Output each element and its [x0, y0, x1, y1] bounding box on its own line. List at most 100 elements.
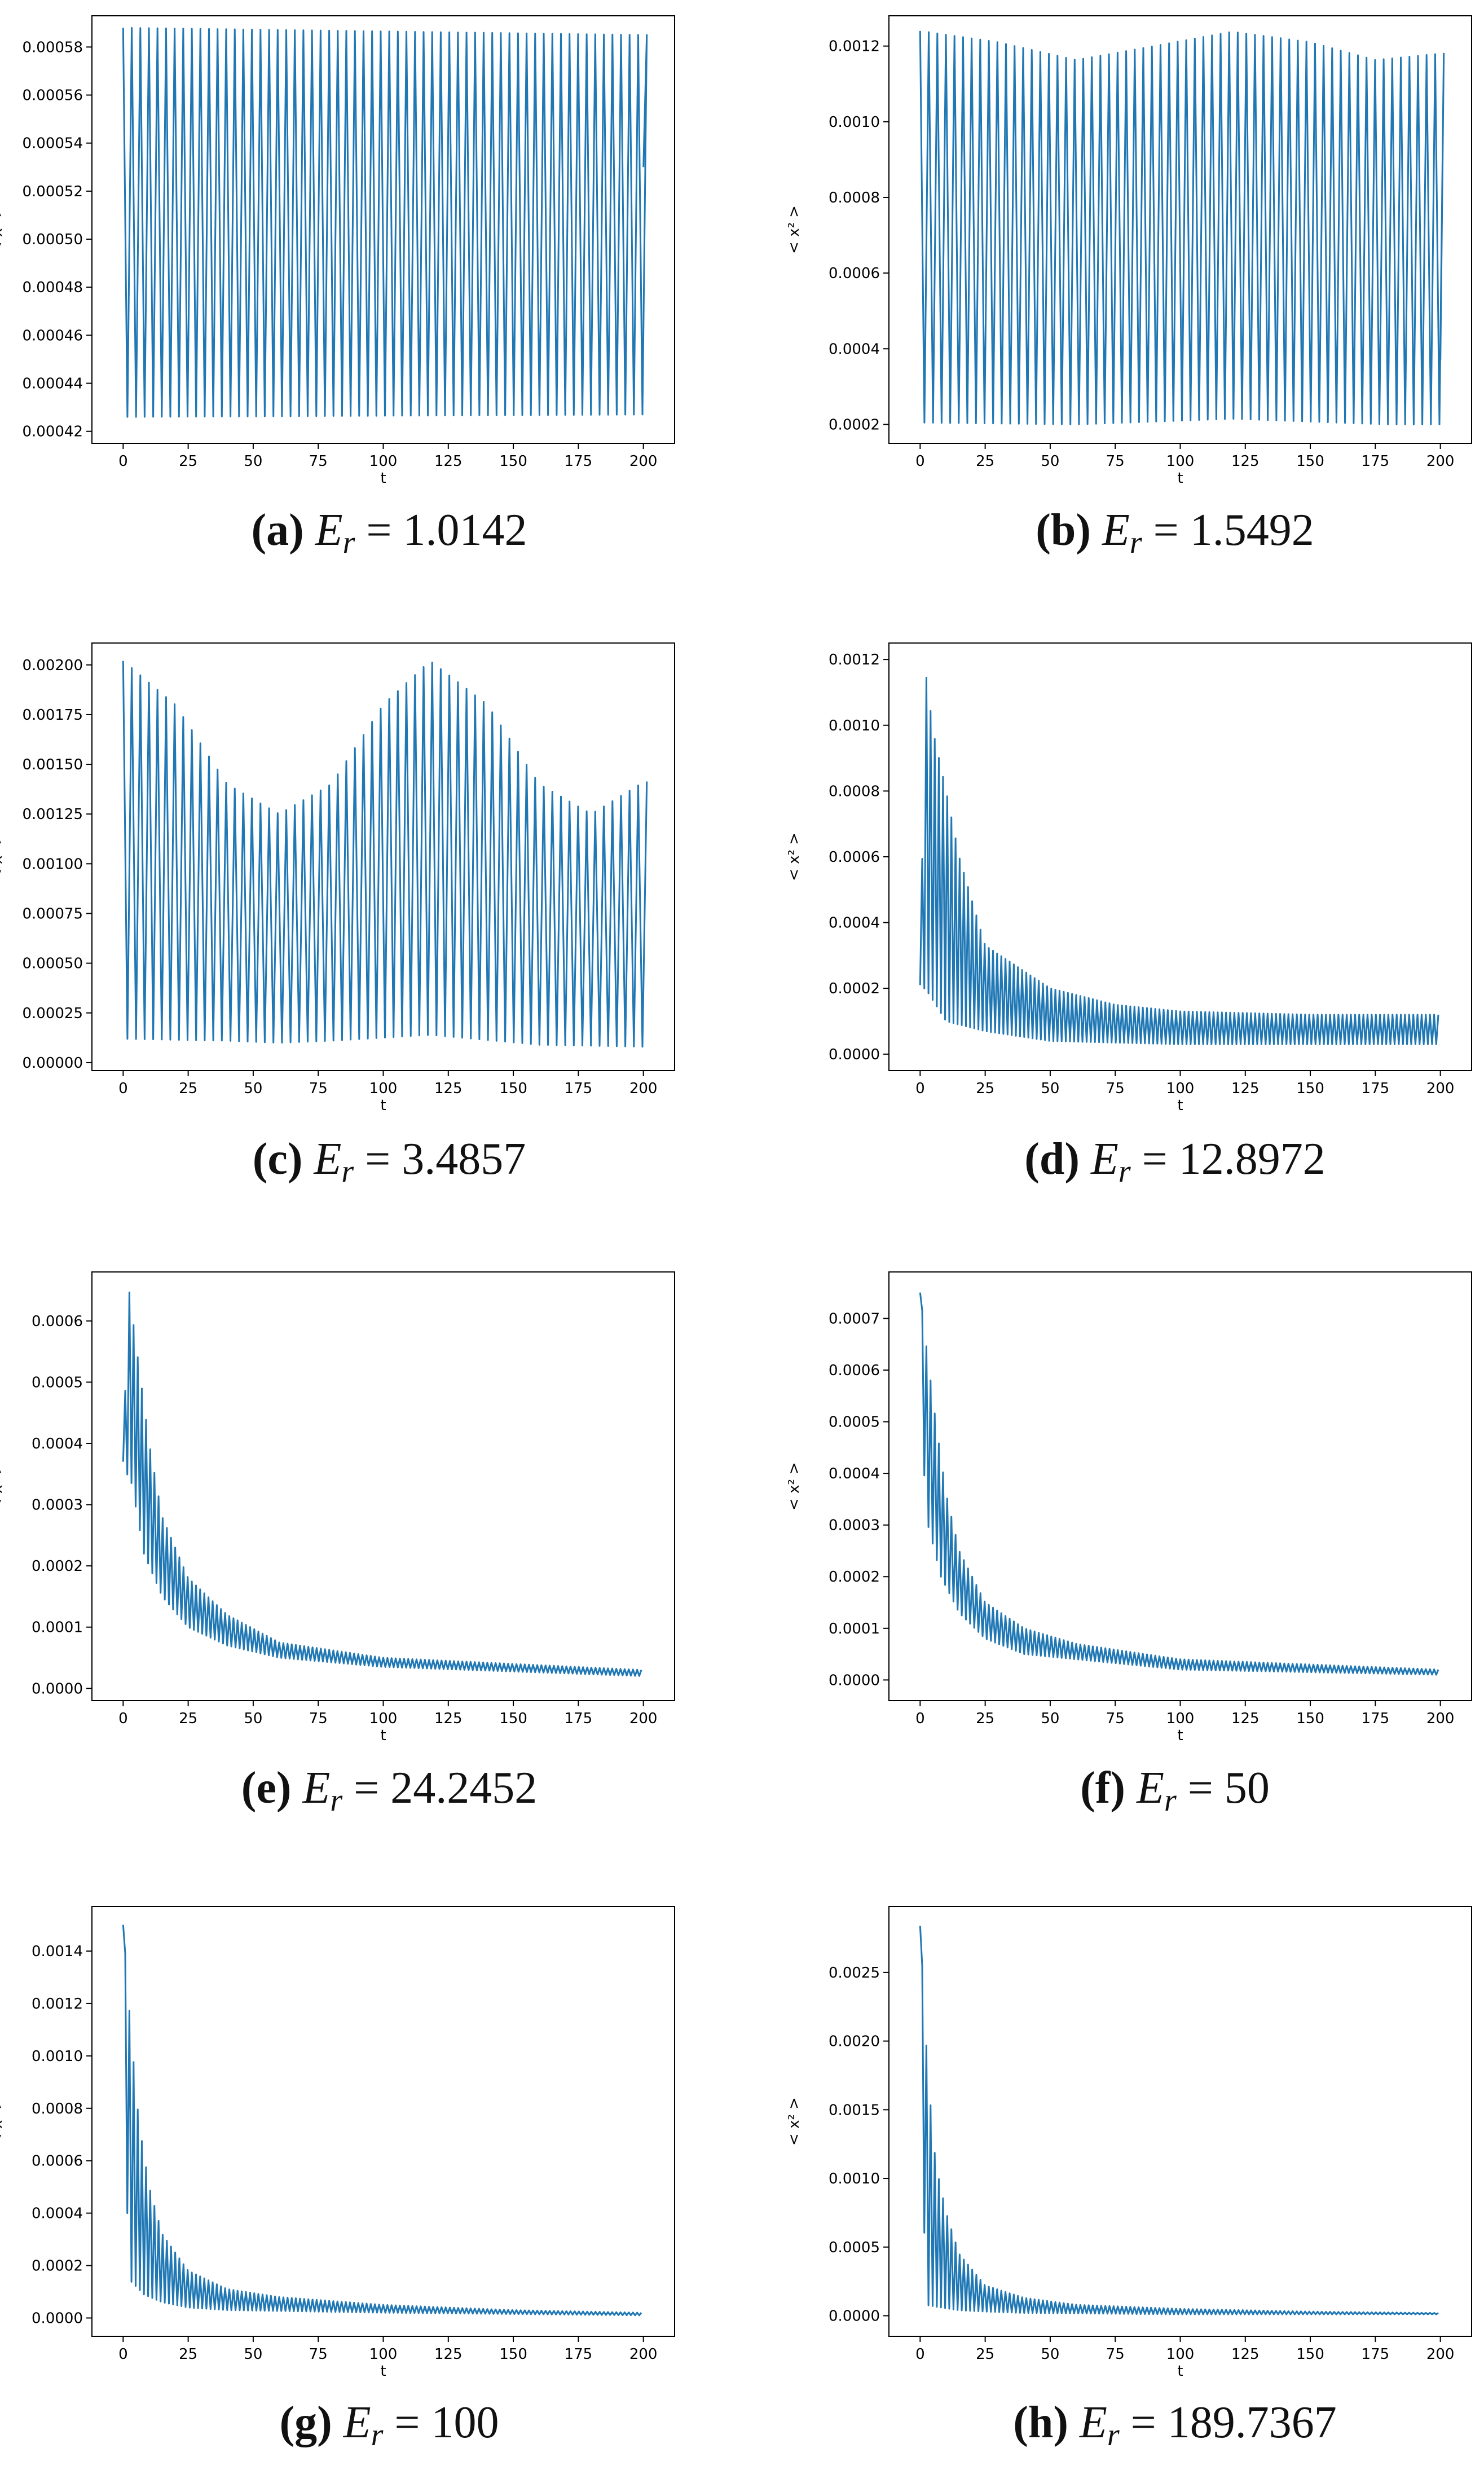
x-tick-label: 175 [565, 1080, 593, 1097]
x-tick-label: 150 [499, 2346, 527, 2363]
x-tick-label: 75 [309, 2346, 328, 2363]
x-tick-label: 100 [1166, 1080, 1195, 1097]
series-line [122, 1291, 642, 1677]
y-tick-label: 0.00150 [22, 756, 83, 773]
caption-param: E [315, 505, 343, 555]
y-axis-label: < x² > [786, 833, 803, 881]
x-tick-label: 25 [179, 1080, 197, 1097]
y-axis-label: < x² > [0, 833, 6, 881]
y-tick-label: 0.0004 [829, 1465, 880, 1482]
caption-param: E [1090, 1134, 1118, 1184]
y-axis-label: < x² > [0, 205, 6, 254]
x-tick-label: 125 [1231, 1080, 1260, 1097]
caption-value: = 1.5492 [1153, 505, 1314, 555]
x-tick-label: 100 [1166, 1710, 1195, 1727]
x-tick-label: 75 [309, 1710, 328, 1727]
caption-label: (f) [1080, 1763, 1126, 1813]
y-tick-label: 0.0000 [829, 2308, 880, 2324]
chart-panel-f: 0 25 50 75 100 125 150 175 200 0.0000 0.0001 0.0002… [786, 1271, 1472, 1744]
x-tick-label: 0 [915, 1080, 925, 1097]
x-tick-label: 25 [976, 1710, 994, 1727]
y-tick-label: 0.0003 [32, 1497, 83, 1514]
y-tick-label: 0.00056 [22, 87, 83, 104]
x-tick-label: 175 [1362, 1710, 1390, 1727]
x-tick-label: 0 [118, 1710, 128, 1727]
y-tick-label: 0.0000 [829, 1672, 880, 1689]
x-tick-label: 175 [1362, 2346, 1390, 2363]
x-tick-label: 0 [118, 453, 128, 470]
caption-value: = 50 [1187, 1763, 1270, 1813]
series-line [122, 1925, 642, 2317]
y-tick-label: 0.0012 [32, 1996, 83, 2013]
y-tick-label: 0.0010 [32, 2048, 83, 2065]
x-tick-label: 150 [499, 1710, 527, 1727]
x-tick-label: 0 [915, 2346, 925, 2363]
x-tick-label: 50 [244, 453, 262, 470]
y-tick-label: 0.00125 [22, 806, 83, 823]
y-tick-label: 0.0015 [829, 2102, 880, 2119]
y-tick-label: 0.0000 [829, 1046, 880, 1063]
x-tick-label: 50 [1041, 1710, 1059, 1727]
y-tick-label: 0.00000 [22, 1055, 83, 1072]
caption-param: E [343, 2398, 371, 2447]
caption-label: (h) [1013, 2398, 1068, 2447]
caption-label: (a) [251, 505, 304, 555]
x-tick-label: 125 [434, 2346, 463, 2363]
x-tick-label: 75 [1106, 1710, 1125, 1727]
y-tick-label: 0.00050 [22, 956, 83, 972]
y-tick-label: 0.0000 [32, 2310, 83, 2327]
y-tick-label: 0.0006 [829, 1362, 880, 1379]
caption-param: E [1102, 505, 1130, 555]
y-tick-label: 0.0002 [32, 1558, 83, 1575]
y-tick-label: 0.00048 [22, 279, 83, 296]
caption-e: (e) Er = 24.2452 [51, 1763, 728, 1819]
y-tick-label: 0.0020 [829, 2033, 880, 2050]
caption-param-sub: r [1164, 1783, 1177, 1818]
y-axis-label: < x² > [0, 1462, 6, 1511]
x-axis-label: t [380, 1097, 386, 1114]
chart-panel-a: 0 25 50 75 100 125 150 175 200 0.00042 0.00044 0.00… [0, 15, 675, 487]
caption-param-sub: r [1129, 525, 1142, 560]
caption-a: (a) Er = 1.0142 [51, 505, 728, 561]
y-tick-label: 0.0006 [829, 265, 880, 282]
x-tick-label: 100 [369, 1710, 398, 1727]
chart-panel-b: 0 25 50 75 100 125 150 175 200 0.0002 0.0004 0.0006… [786, 15, 1472, 487]
caption-d: (d) Er = 12.8972 [836, 1134, 1484, 1190]
caption-param-sub: r [342, 525, 355, 560]
y-tick-label: 0.00058 [22, 39, 83, 56]
y-tick-label: 0.0007 [829, 1310, 880, 1327]
y-tick-label: 0.00075 [22, 905, 83, 922]
y-tick-label: 0.0012 [829, 38, 880, 55]
caption-label: (g) [279, 2398, 332, 2447]
x-tick-label: 175 [1362, 1080, 1390, 1097]
y-tick-label: 0.0002 [829, 980, 880, 997]
x-tick-label: 0 [915, 453, 925, 470]
y-tick-label: 0.00052 [22, 183, 83, 200]
x-tick-label: 25 [179, 1710, 197, 1727]
x-tick-label: 50 [1041, 2346, 1059, 2363]
y-tick-label: 0.0002 [829, 1569, 880, 1586]
x-tick-label: 25 [976, 2346, 994, 2363]
chart-panel-e: 0 25 50 75 100 125 150 175 200 0.0000 0.0001 0.0002… [0, 1271, 675, 1744]
x-tick-label: 100 [369, 2346, 398, 2363]
caption-label: (c) [252, 1134, 303, 1184]
series-line [919, 676, 1439, 1045]
x-tick-label: 0 [915, 1710, 925, 1727]
x-tick-label: 50 [244, 1710, 262, 1727]
chart-panel-h: 0 25 50 75 100 125 150 175 200 0.0000 0.0005 0.0010… [786, 1906, 1472, 2380]
y-tick-label: 0.0003 [829, 1517, 880, 1534]
series-line [122, 27, 648, 418]
y-tick-label: 0.0006 [32, 2153, 83, 2170]
x-tick-label: 150 [499, 1080, 527, 1097]
series-line [919, 1926, 1439, 2315]
x-tick-label: 200 [629, 2346, 658, 2363]
y-tick-label: 0.0010 [829, 2170, 880, 2187]
y-tick-label: 0.0008 [829, 783, 880, 800]
x-tick-label: 75 [1106, 1080, 1125, 1097]
caption-value: = 24.2452 [354, 1763, 538, 1813]
caption-param-sub: r [1118, 1154, 1131, 1189]
series-line [919, 30, 1445, 425]
x-axis-label: t [1177, 1727, 1183, 1744]
caption-h: (h) Er = 189.7367 [836, 2397, 1484, 2453]
y-tick-label: 0.00044 [22, 376, 83, 393]
